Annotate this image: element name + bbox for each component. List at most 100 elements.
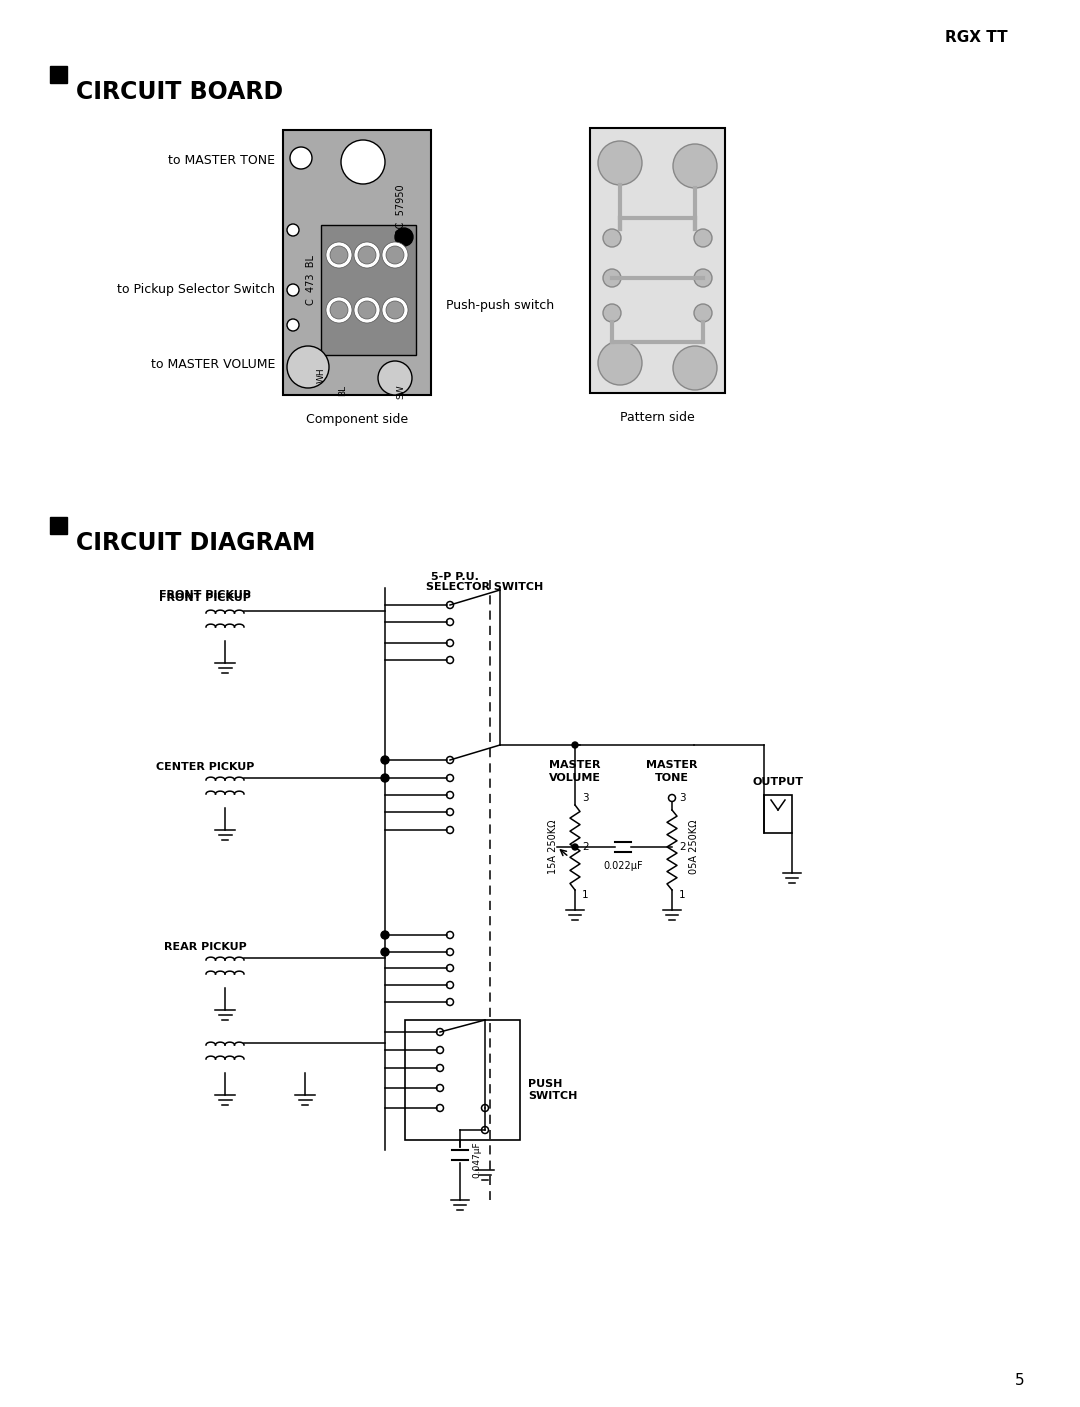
Text: 1: 1	[582, 891, 589, 900]
Circle shape	[386, 301, 404, 319]
Circle shape	[330, 246, 348, 265]
Text: 05A 250KΩ: 05A 250KΩ	[689, 820, 699, 874]
Circle shape	[446, 774, 454, 781]
Circle shape	[572, 844, 578, 850]
Circle shape	[446, 640, 454, 646]
Circle shape	[436, 1104, 444, 1112]
Circle shape	[436, 1029, 444, 1036]
Bar	[50, 516, 67, 535]
Text: CIRCUIT BOARD: CIRCUIT BOARD	[76, 80, 283, 104]
Circle shape	[436, 1047, 444, 1054]
Text: SELECTOR SWITCH: SELECTOR SWITCH	[427, 582, 543, 592]
Circle shape	[381, 948, 389, 955]
Circle shape	[694, 269, 712, 287]
Circle shape	[357, 246, 376, 265]
Text: 2: 2	[679, 841, 686, 853]
Text: Push-push switch: Push-push switch	[446, 298, 554, 311]
Text: BL: BL	[338, 384, 348, 395]
Bar	[50, 66, 67, 83]
Circle shape	[395, 228, 413, 246]
Text: Component side: Component side	[306, 414, 408, 426]
Circle shape	[598, 141, 642, 184]
Text: to Pickup Selector Switch: to Pickup Selector Switch	[117, 283, 275, 297]
Circle shape	[354, 297, 380, 324]
Circle shape	[603, 269, 621, 287]
Bar	[321, 225, 416, 355]
Circle shape	[354, 242, 380, 267]
Circle shape	[446, 982, 454, 989]
Circle shape	[694, 304, 712, 322]
Circle shape	[386, 246, 404, 265]
Text: RGX TT: RGX TT	[945, 30, 1008, 45]
Text: QC  57950: QC 57950	[396, 184, 406, 236]
Circle shape	[482, 1127, 488, 1134]
Text: C  473  BL: C 473 BL	[306, 255, 316, 305]
Text: CENTER PICKUP: CENTER PICKUP	[156, 763, 254, 772]
Bar	[764, 795, 792, 833]
Circle shape	[482, 1104, 488, 1112]
Text: WH: WH	[316, 367, 325, 383]
Circle shape	[446, 965, 454, 971]
Circle shape	[326, 297, 352, 324]
Circle shape	[446, 792, 454, 799]
Circle shape	[291, 146, 312, 169]
Circle shape	[673, 144, 717, 189]
Circle shape	[598, 340, 642, 386]
Text: 0.022μF: 0.022μF	[604, 861, 643, 871]
Text: MASTER: MASTER	[550, 760, 600, 770]
Circle shape	[446, 931, 454, 938]
Bar	[405, 1020, 519, 1140]
Text: FRONT PICKUP: FRONT PICKUP	[159, 592, 251, 604]
Text: TONE: TONE	[654, 772, 689, 784]
Text: 1: 1	[679, 891, 686, 900]
Circle shape	[357, 301, 376, 319]
Circle shape	[446, 948, 454, 955]
Circle shape	[378, 362, 411, 395]
Text: MASTER: MASTER	[646, 760, 698, 770]
Circle shape	[382, 242, 408, 267]
Text: Pattern side: Pattern side	[620, 411, 694, 424]
Circle shape	[287, 224, 299, 236]
Circle shape	[436, 1085, 444, 1092]
Text: SW: SW	[396, 384, 405, 400]
Circle shape	[446, 757, 454, 764]
Circle shape	[446, 602, 454, 608]
Circle shape	[381, 774, 389, 782]
Bar	[590, 128, 725, 393]
Circle shape	[326, 242, 352, 267]
Text: OUTPUT: OUTPUT	[753, 777, 804, 787]
Text: PUSH
SWITCH: PUSH SWITCH	[528, 1079, 578, 1100]
Text: to MASTER TONE: to MASTER TONE	[168, 153, 275, 166]
Text: 3: 3	[679, 794, 686, 803]
Circle shape	[694, 229, 712, 248]
Circle shape	[669, 795, 675, 802]
Text: 5-P P.U.: 5-P P.U.	[431, 573, 478, 582]
Circle shape	[382, 297, 408, 324]
Circle shape	[381, 756, 389, 764]
Text: 0.047μF: 0.047μF	[472, 1141, 481, 1178]
Circle shape	[287, 284, 299, 295]
Circle shape	[330, 301, 348, 319]
Circle shape	[287, 346, 329, 388]
Circle shape	[603, 304, 621, 322]
Text: CIRCUIT DIAGRAM: CIRCUIT DIAGRAM	[76, 530, 315, 554]
Text: 15A 250KΩ: 15A 250KΩ	[548, 820, 558, 874]
Text: REAR PICKUP: REAR PICKUP	[164, 943, 246, 953]
Text: FRONT PICKUP: FRONT PICKUP	[159, 590, 251, 599]
Bar	[283, 129, 431, 395]
Circle shape	[446, 999, 454, 1006]
Circle shape	[673, 346, 717, 390]
Circle shape	[446, 619, 454, 626]
Text: 5: 5	[1015, 1373, 1025, 1387]
Circle shape	[446, 826, 454, 833]
Text: 2: 2	[582, 841, 589, 853]
Circle shape	[603, 229, 621, 248]
Circle shape	[341, 141, 384, 184]
Circle shape	[572, 741, 578, 749]
Text: VOLUME: VOLUME	[549, 772, 600, 784]
Circle shape	[446, 809, 454, 816]
Circle shape	[287, 319, 299, 331]
Circle shape	[436, 1065, 444, 1072]
Text: to MASTER VOLUME: to MASTER VOLUME	[150, 359, 275, 371]
Text: 3: 3	[582, 794, 589, 803]
